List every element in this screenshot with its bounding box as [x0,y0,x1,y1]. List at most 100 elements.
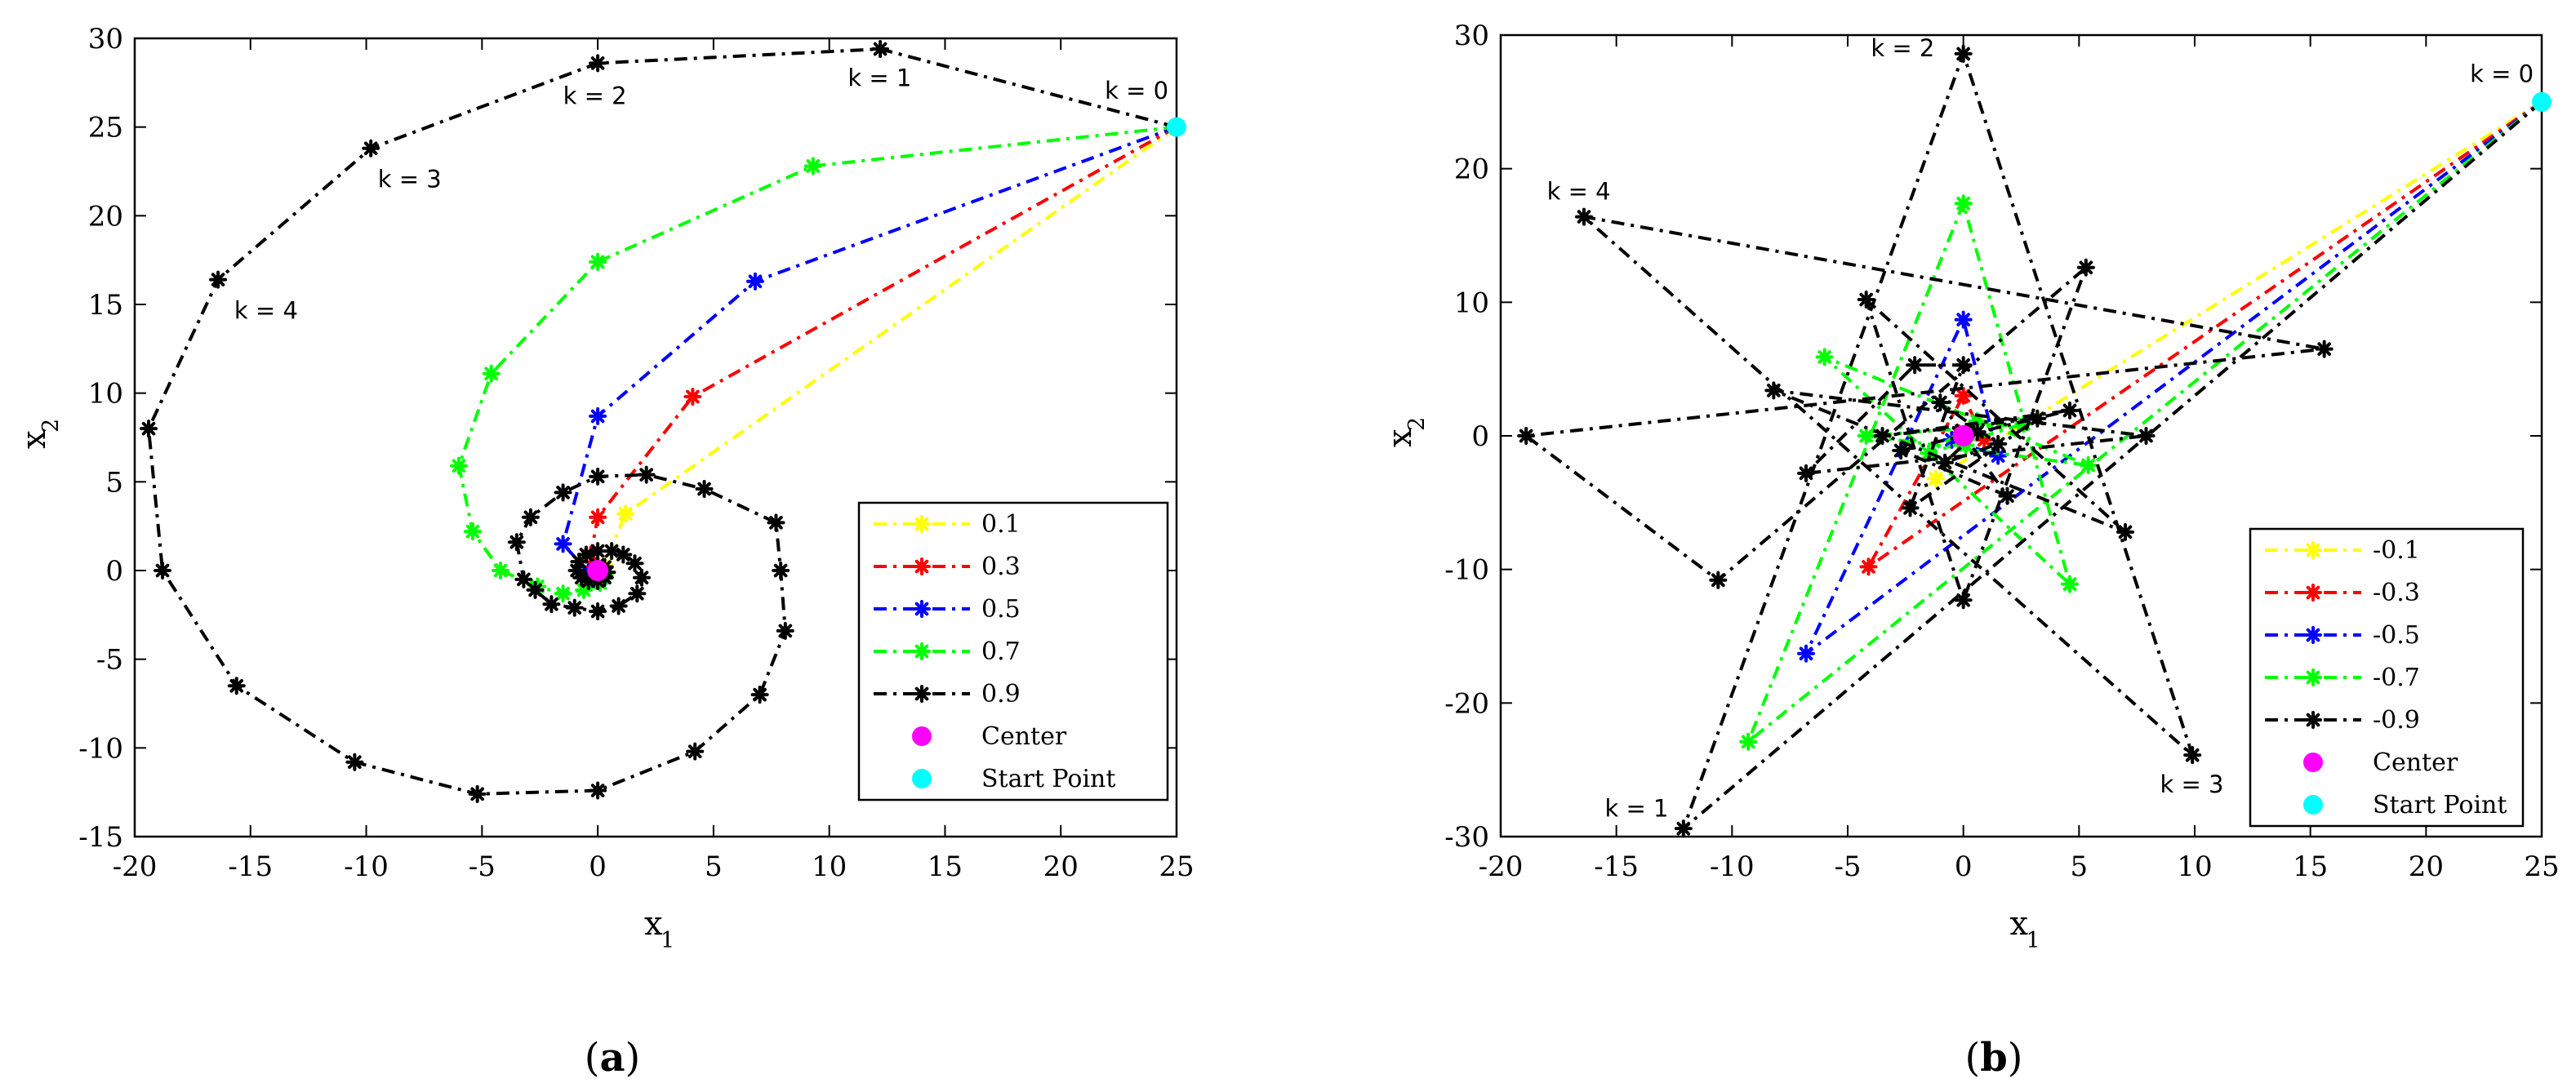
x-tick-label: 0 [589,850,607,883]
legend-marker [2304,711,2322,729]
x-tick-label: 15 [2293,850,2328,883]
data-point [1936,453,1954,472]
legend-marker [2304,584,2322,602]
data-point [1901,499,1920,517]
data-point [1797,644,1815,663]
data-point [589,467,607,486]
data-point [1954,356,1973,375]
k-annotation: k = 0 [1105,77,1168,104]
y-tick-label: 15 [88,289,123,322]
k-annotation: k = 3 [378,166,442,193]
data-point [1931,393,1950,412]
x-tick-label: 20 [1043,850,1079,883]
legend-label: -0.1 [2373,536,2420,565]
data-point [567,562,586,580]
data-point [803,157,822,175]
data-point [345,753,364,771]
data-point [570,553,589,571]
x-tick-label: 10 [2177,850,2212,883]
legend-label: 0.3 [981,553,1021,581]
data-point [1857,427,1875,445]
legend-marker [913,557,931,575]
legend-label: 0.1 [981,510,1021,539]
chart-panel-b: -20 -15 -10 -5 0 5 10 15 20 25-30-20-100102030x1x… [1381,20,2560,1081]
data-point [750,686,769,704]
data-point [628,584,647,603]
data-point [2183,746,2202,765]
y-tick-label: -20 [1444,687,1489,720]
data-point [1954,591,1973,610]
data-point [1954,194,1973,213]
data-point [686,742,705,761]
data-point [542,595,561,614]
x-tick-label: -5 [469,850,496,883]
k-annotation: k = 4 [234,296,298,324]
data-point [2116,522,2134,541]
data-point [2028,409,2047,428]
data-point [2014,415,2033,433]
chart-panel-a: -20 -15 -10 -5 0 5 10 15 20 25-15-10-505101520253… [16,23,1195,1081]
data-point [1975,430,1994,449]
x-axis-label-sub: 1 [661,928,674,953]
data-point [2315,340,2334,358]
y-tick-label: 25 [88,112,123,144]
data-point [589,602,607,620]
data-point [1989,446,2008,465]
data-point [614,545,633,564]
x-axis-label-sub: 1 [2027,928,2040,953]
legend-label: Start Point [2373,791,2507,819]
data-point [153,562,172,580]
x-axis-label: x [644,905,663,943]
data-point [2137,427,2156,445]
legend-marker [913,685,931,703]
data-point [767,513,785,532]
data-point [1954,310,1973,329]
y-axis-label: x [16,430,53,449]
data-point [1517,427,1536,445]
y-tick-label: 5 [105,466,123,499]
data-point [565,598,584,617]
k-annotation: k = 1 [848,64,911,92]
y-tick-label: 20 [1454,153,1489,186]
data-point [507,533,526,552]
data-point [521,508,540,526]
series-line [1524,51,2543,831]
data-point [589,252,607,271]
data-point [1674,819,1693,838]
x-tick-label: 25 [1159,850,1194,883]
data-point [576,545,595,564]
y-tick-label: 30 [88,23,123,56]
data-point [492,562,510,580]
data-point [554,535,572,553]
y-tick-label: -15 [78,821,123,854]
legend-label: 0.7 [981,637,1021,666]
data-point [463,522,482,541]
x-tick-label: 10 [812,850,847,883]
data-point [776,621,794,640]
data-point [1989,434,2008,453]
start-point-marker [2532,91,2552,112]
legend-label: 0.9 [981,680,1021,708]
y-tick-label: -5 [96,644,123,677]
data-point [579,572,598,591]
legend-label: Center [2373,748,2458,777]
k-annotation: k = 3 [2160,770,2224,798]
legend-marker [913,642,931,660]
legend-marker [2304,668,2322,686]
data-point [2076,258,2095,277]
k-annotation: k = 4 [1547,177,1611,205]
legend-dot [912,726,932,746]
panel-caption: (a) [585,1035,641,1081]
x-tick-label: 15 [928,850,963,883]
k-annotation: k = 0 [2470,60,2534,87]
legend-marker [2304,626,2322,644]
data-point [589,406,607,425]
x-tick-label: -15 [1594,850,1639,883]
data-point [616,504,635,523]
data-point [625,554,644,573]
x-tick-label: -10 [1710,850,1755,883]
x-tick-label: 5 [705,850,723,883]
data-point [1857,291,1875,309]
data-point [1764,381,1783,400]
data-point [609,597,628,615]
